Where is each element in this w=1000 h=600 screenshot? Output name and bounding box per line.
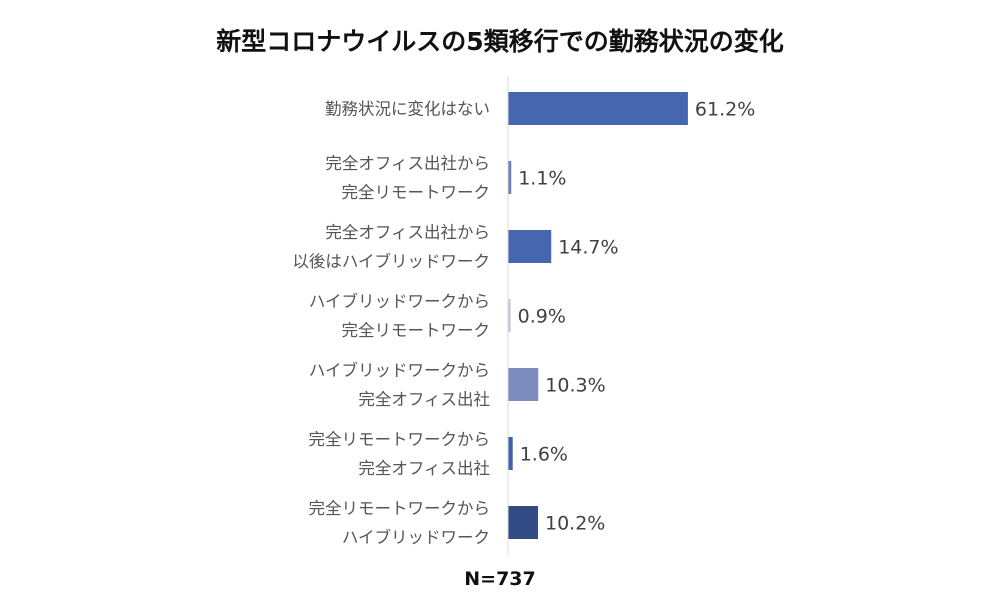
bar [508,506,538,539]
category-label: ハイブリッドワークから [309,291,490,311]
bar-value-label: 14.7% [558,237,618,259]
category-label: 完全オフィス出社から [325,154,490,173]
bar [508,161,512,194]
sample-size-note: N=737 [464,568,536,590]
bar-value-label: 10.3% [545,375,605,397]
category-label: ハイブリッドワークから [309,360,490,380]
category-label: 完全リモートワーク [342,321,491,340]
bar [508,437,513,470]
bar [508,368,539,401]
bar-value-label: 0.9% [518,306,566,328]
chart-title: 新型コロナウイルスの5類移行での勤務状況の変化 [216,27,784,56]
category-label: 勤務状況に変化はない [325,100,490,119]
category-label: 完全リモートワーク [342,183,491,202]
bars-layer: 61.2%勤務状況に変化はない1.1%完全オフィス出社から完全リモートワーク14… [292,92,755,547]
category-label: 完全オフィス出社 [358,459,490,478]
category-label: 完全オフィス出社 [358,390,490,409]
bar-value-label: 10.2% [545,513,605,535]
category-label: ハイブリッドワーク [342,527,490,547]
bar [508,230,552,263]
bar [508,299,511,332]
category-label: 完全リモートワークから [309,430,491,449]
category-label: 完全リモートワークから [309,499,491,518]
bar [508,92,688,125]
bar-value-label: 1.6% [520,444,568,466]
category-label: 以後はハイブリッドワーク [292,251,490,271]
bar-value-label: 61.2% [695,99,755,121]
bar-group: 61.2% 勤務状況に変化はない [325,92,755,125]
category-label: 完全オフィス出社から [325,223,490,242]
bar-value-label: 1.1% [518,168,566,190]
